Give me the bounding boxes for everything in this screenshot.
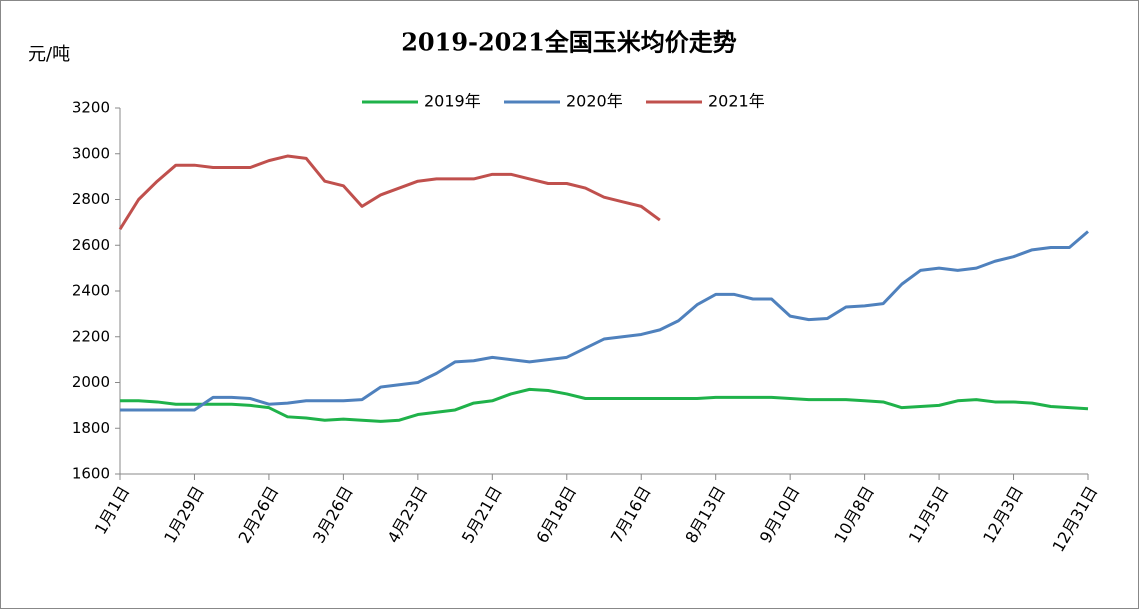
y-tick-label: 2600 (72, 236, 110, 254)
legend-label: 2019年 (424, 92, 481, 111)
y-tick-label: 1600 (72, 465, 110, 483)
y-tick-label: 2000 (72, 373, 110, 391)
y-tick-label: 1800 (72, 419, 110, 437)
y-tick-label: 2800 (72, 190, 110, 208)
y-tick-label: 2200 (72, 327, 110, 345)
y-axis-label: 元/吨 (28, 44, 70, 65)
chart-title: 2019-2021全国玉米均价走势 (401, 28, 737, 57)
line-series (118, 154, 661, 231)
line-series (120, 230, 1089, 412)
y-tick-label: 2400 (72, 282, 110, 300)
y-tick-label: 3000 (72, 144, 110, 162)
legend-label: 2020年 (566, 92, 623, 111)
line-series (120, 387, 1089, 423)
legend-label: 2021年 (708, 92, 765, 111)
y-tick-label: 3200 (72, 99, 110, 117)
